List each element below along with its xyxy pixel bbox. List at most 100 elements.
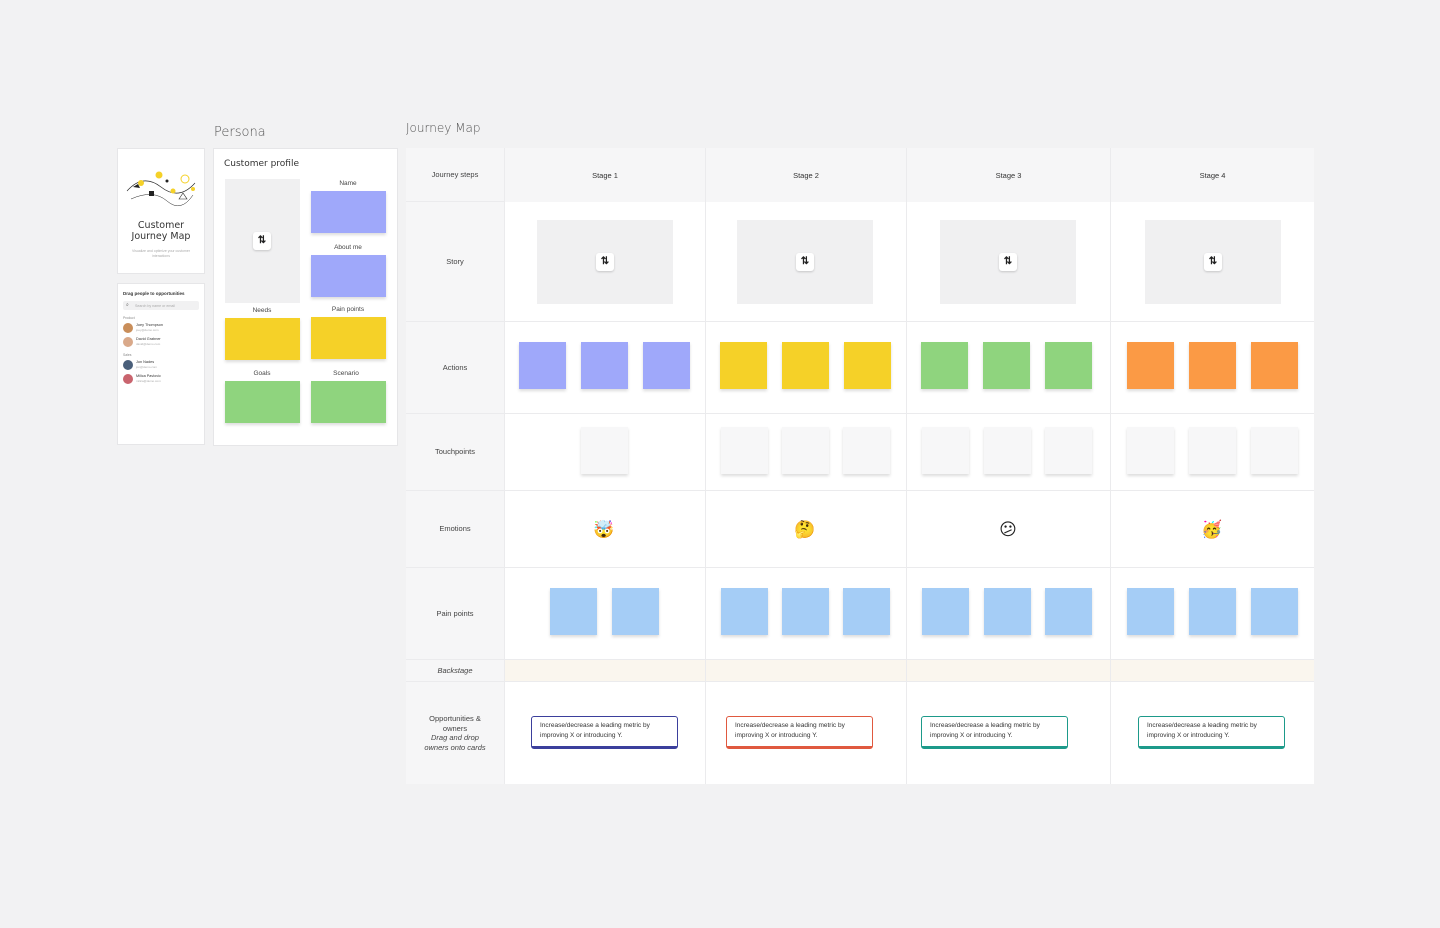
opportunity-card[interactable]: Increase/decrease a leading metric by im…: [1138, 716, 1285, 749]
persona-frame-label: Persona: [214, 125, 266, 140]
scenario-sticky-note[interactable]: [311, 381, 386, 423]
story-image-placeholder[interactable]: ⇅: [1145, 220, 1281, 304]
story-image-placeholder[interactable]: ⇅: [940, 220, 1076, 304]
pain-point-sticky-note[interactable]: [922, 588, 969, 635]
touchpoint-sticky-note[interactable]: [922, 427, 969, 474]
pain-point-sticky-note[interactable]: [1189, 588, 1236, 635]
opp-header-line4: owners onto cards: [424, 742, 486, 752]
person-item[interactable]: Joey Thompson joey@demo.com: [123, 322, 198, 334]
pain-points-sticky-note[interactable]: [311, 317, 386, 359]
opportunity-card[interactable]: Increase/decrease a leading metric by im…: [921, 716, 1068, 749]
pain-point-sticky-note[interactable]: [1127, 588, 1174, 635]
opp-header-line3: Drag and drop: [431, 733, 479, 742]
row-header-backstage: Backstage: [406, 660, 504, 681]
touchpoint-sticky-note[interactable]: [843, 427, 890, 474]
action-sticky-note[interactable]: [1045, 342, 1092, 389]
person-item[interactable]: Jon Nades jon@demo.com: [123, 359, 198, 371]
pain-point-sticky-note[interactable]: [1251, 588, 1298, 635]
swap-image-icon[interactable]: ⇅: [596, 253, 614, 271]
opportunity-card[interactable]: Increase/decrease a leading metric by im…: [726, 716, 873, 749]
pain-point-sticky-note[interactable]: [550, 588, 597, 635]
people-search-input[interactable]: ⌕ Search by name or email: [123, 301, 199, 310]
stage-header: Stage 3: [907, 148, 1110, 202]
avatar: [123, 374, 133, 384]
story-image-placeholder[interactable]: ⇅: [537, 220, 673, 304]
stage-header: Stage 4: [1111, 148, 1314, 202]
action-sticky-note[interactable]: [983, 342, 1030, 389]
action-sticky-note[interactable]: [1127, 342, 1174, 389]
touchpoint-sticky-note[interactable]: [782, 427, 829, 474]
column-divider: [705, 148, 706, 784]
person-email: david@demo.com: [136, 342, 161, 346]
pain-point-sticky-note[interactable]: [612, 588, 659, 635]
touchpoint-sticky-note[interactable]: [1189, 427, 1236, 474]
customer-profile-card: Customer profile ⇅ Name About me Needs P…: [214, 149, 397, 445]
swap-image-icon[interactable]: ⇅: [253, 232, 271, 250]
name-sticky-note[interactable]: [311, 191, 386, 233]
avatar: [123, 337, 133, 347]
action-sticky-note[interactable]: [844, 342, 891, 389]
needs-sticky-note[interactable]: [225, 318, 300, 360]
action-sticky-note[interactable]: [1251, 342, 1298, 389]
column-divider: [906, 148, 907, 784]
pain-points-label: Pain points: [331, 306, 365, 313]
row-emotions: Emotions: [406, 491, 1314, 568]
action-sticky-note[interactable]: [519, 342, 566, 389]
touchpoint-sticky-note[interactable]: [1127, 427, 1174, 474]
row-header-actions: Actions: [406, 322, 504, 413]
pain-point-sticky-note[interactable]: [782, 588, 829, 635]
row-backstage: Backstage: [406, 660, 1314, 682]
person-email: joey@demo.com: [136, 328, 159, 332]
opp-header-line2: owners: [442, 723, 468, 733]
story-image-placeholder[interactable]: ⇅: [737, 220, 873, 304]
cover-card[interactable]: Customer Journey Map Visualize and optim…: [118, 149, 204, 273]
stage-header: Stage 1: [505, 148, 705, 202]
person-email: jon@demo.com: [136, 365, 158, 369]
row-header-story: Story: [406, 202, 504, 321]
touchpoint-sticky-note[interactable]: [581, 427, 628, 474]
pain-point-sticky-note[interactable]: [984, 588, 1031, 635]
row-pain-points: Pain points: [406, 568, 1314, 660]
opportunity-card[interactable]: Increase/decrease a leading metric by im…: [531, 716, 678, 749]
emotion-emoji-icon: 🤔: [794, 520, 816, 540]
touchpoint-sticky-note[interactable]: [984, 427, 1031, 474]
cover-subtitle: Visualize and optimize your customer int…: [132, 249, 190, 258]
swap-image-icon[interactable]: ⇅: [999, 253, 1017, 271]
action-sticky-note[interactable]: [720, 342, 767, 389]
pain-point-sticky-note[interactable]: [843, 588, 890, 635]
row-story: Story: [406, 202, 1314, 322]
emotion-emoji-icon: 🤯: [593, 520, 615, 540]
touchpoint-sticky-note[interactable]: [1045, 427, 1092, 474]
action-sticky-note[interactable]: [643, 342, 690, 389]
goals-sticky-note[interactable]: [225, 381, 300, 423]
group-label-sales: Sales: [123, 353, 132, 357]
persona-image-placeholder[interactable]: ⇅: [225, 179, 300, 303]
person-item[interactable]: David Grabner david@demo.com: [123, 336, 198, 348]
swap-image-icon[interactable]: ⇅: [796, 253, 814, 271]
cover-title-line1: Customer: [137, 220, 185, 231]
row-opportunities: Opportunities & owners Drag and drop own…: [406, 682, 1314, 784]
touchpoint-sticky-note[interactable]: [721, 427, 768, 474]
name-label: Name: [339, 180, 357, 187]
row-header-touchpoints: Touchpoints: [406, 414, 504, 490]
cover-illustration: [126, 171, 196, 207]
emotion-emoji-icon: 🥳: [1201, 520, 1223, 540]
backstage-band: [504, 660, 1314, 682]
customer-profile-title: Customer profile: [224, 159, 300, 169]
swap-image-icon[interactable]: ⇅: [1204, 253, 1222, 271]
person-item[interactable]: Milica Pavlovic milica@demo.com: [123, 373, 198, 385]
pain-point-sticky-note[interactable]: [1045, 588, 1092, 635]
about-label: About me: [334, 244, 362, 251]
person-name: David Grabner: [136, 337, 161, 341]
action-sticky-note[interactable]: [921, 342, 968, 389]
row-header-pain-points: Pain points: [406, 568, 504, 659]
journey-map-table: Journey steps Story Actions Touchpoints …: [406, 148, 1314, 784]
touchpoint-sticky-note[interactable]: [1251, 427, 1298, 474]
action-sticky-note[interactable]: [1189, 342, 1236, 389]
action-sticky-note[interactable]: [581, 342, 628, 389]
pain-point-sticky-note[interactable]: [721, 588, 768, 635]
action-sticky-note[interactable]: [782, 342, 829, 389]
about-sticky-note[interactable]: [311, 255, 386, 297]
cover-title-line2: Journey Map: [131, 231, 191, 242]
column-divider: [504, 148, 505, 784]
